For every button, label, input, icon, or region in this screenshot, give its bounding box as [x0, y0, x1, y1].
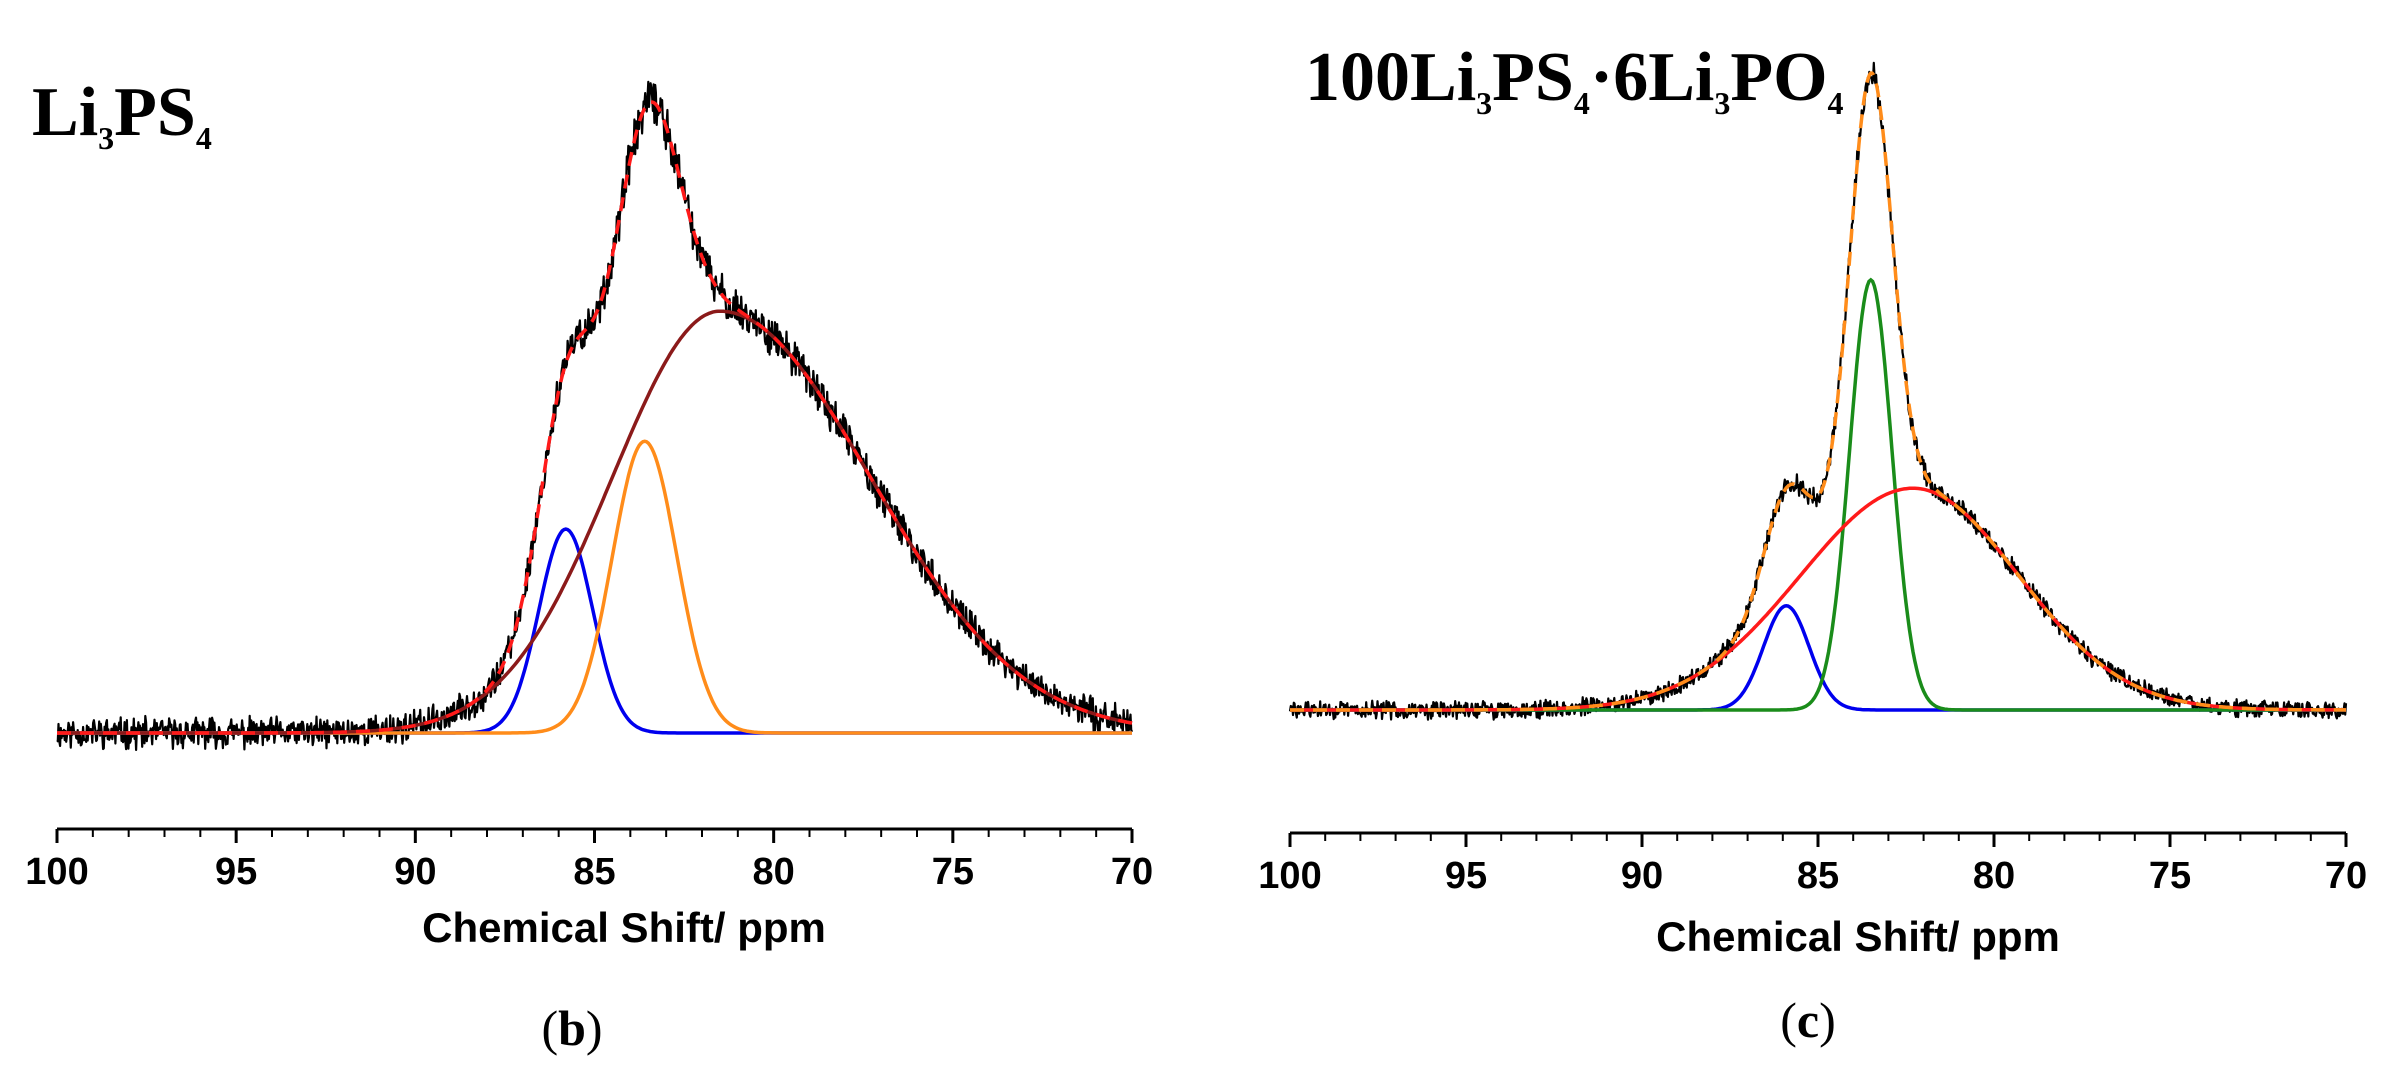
x-tick-label: 80 — [753, 851, 795, 893]
b-title-part: Li — [32, 74, 98, 151]
x-tick-label: 85 — [1797, 855, 1839, 897]
b-title-part: PS — [114, 74, 196, 151]
x-tick-label: 85 — [573, 851, 615, 893]
b-title-part: 4 — [196, 120, 212, 156]
c-title-part: ·6Li — [1590, 39, 1714, 116]
panel-b-title: Li3PS4 — [32, 74, 212, 156]
panel-c-x-axis: 100 95 90 85 80 75 70 — [1258, 831, 2367, 897]
x-tick-label: 70 — [2325, 855, 2367, 897]
x-tick-label: 75 — [932, 851, 974, 893]
x-tick-label: 95 — [215, 851, 257, 893]
c-title-part: PS — [1492, 39, 1574, 116]
panel-c: 100Li3PS4·6Li3PO4 100 95 90 85 80 75 70 Chemic… — [1258, 39, 2367, 1048]
x-tick-label: 100 — [25, 851, 88, 893]
panel-b-caption: (b) — [541, 1000, 602, 1056]
b-title-part: 3 — [98, 120, 114, 156]
x-tick-label: 70 — [1111, 851, 1153, 893]
panel-b: Li3PS4 100 95 90 85 80 75 70 Chemical Shift/ p… — [25, 74, 1153, 1056]
series-component-2-line — [57, 439, 1132, 735]
x-tick-label: 100 — [1258, 855, 1321, 897]
panel-c-letter: c — [1797, 992, 1819, 1048]
x-tick-label: 90 — [1621, 855, 1663, 897]
c-title-part: PO — [1730, 39, 1827, 116]
c-title-part: 100Li — [1305, 39, 1476, 116]
series-fit-line — [57, 100, 1133, 735]
x-tick-label: 75 — [2149, 855, 2191, 897]
c-title-part: 3 — [1714, 85, 1730, 121]
series-component-3-line — [1290, 486, 2347, 712]
c-title-part: 3 — [1476, 85, 1492, 121]
x-tick-label: 90 — [394, 851, 436, 893]
panel-c-x-axis-label: Chemical Shift/ ppm — [1656, 913, 2060, 960]
c-title-part: 4 — [1828, 85, 1844, 121]
series-fit-line — [1290, 71, 2347, 712]
c-title-part: 4 — [1574, 85, 1590, 121]
x-tick-label: 80 — [1973, 855, 2015, 897]
panel-b-curves — [56, 80, 1134, 751]
panel-c-title: 100Li3PS4·6Li3PO4 — [1305, 39, 1844, 121]
panel-b-x-axis: 100 95 90 85 80 75 70 — [25, 827, 1153, 893]
panel-c-caption: (c) — [1780, 992, 1836, 1048]
x-tick-label: 95 — [1445, 855, 1487, 897]
series-experimental-line — [56, 80, 1134, 751]
panel-b-letter: b — [558, 1000, 586, 1056]
series-experimental-line — [1288, 61, 2348, 721]
panel-c-curves — [1288, 61, 2348, 721]
panel-b-x-axis-label: Chemical Shift/ ppm — [422, 904, 826, 951]
series-component-3-line — [57, 309, 1133, 735]
